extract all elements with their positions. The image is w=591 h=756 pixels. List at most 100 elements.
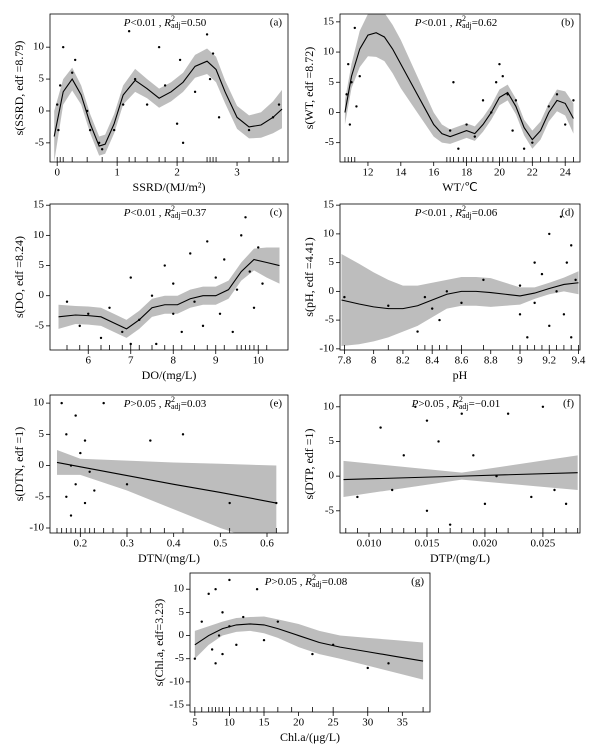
r-symbol: R	[163, 398, 171, 410]
y-axis-label: s(DTP, edf =1)	[302, 428, 316, 499]
data-point	[481, 99, 485, 102]
r-sup: 2	[171, 204, 175, 213]
data-point	[548, 232, 551, 236]
data-point	[133, 77, 137, 81]
data-point	[214, 662, 217, 665]
confidence-band	[57, 449, 277, 533]
x-axis-label: DO/(mg/L)	[142, 368, 197, 382]
data-point	[457, 147, 460, 150]
y-axis-label: s(Chl.a, edf=3.23)	[152, 599, 166, 686]
data-point	[87, 312, 90, 316]
confidence-band	[344, 14, 574, 149]
y-tick-label: 10	[323, 46, 335, 58]
y-tick-label: 10	[33, 41, 45, 53]
x-tick-label: 2	[174, 167, 180, 179]
data-point	[175, 122, 179, 125]
y-tick-label: 10	[33, 229, 45, 241]
data-point	[83, 439, 87, 442]
data-point	[157, 45, 161, 49]
y-tick-label: 0	[39, 104, 45, 116]
r-text: =0.06	[472, 207, 498, 219]
data-point	[402, 454, 405, 457]
data-point	[74, 414, 77, 417]
x-tick-label: 9.2	[542, 355, 556, 367]
plot-area	[56, 401, 278, 533]
data-point	[217, 634, 221, 637]
data-point	[547, 105, 550, 108]
stat-annotation: P<0.01 , R2 adj=0.06	[414, 204, 498, 220]
stat-annotation: P>0.05 , R2 adj=0.08	[264, 573, 348, 589]
x-tick-label: 0.025	[531, 538, 556, 550]
data-point	[438, 318, 441, 322]
p-symbol: P	[123, 398, 131, 410]
x-tick-label: 15	[259, 717, 271, 729]
data-point	[125, 483, 129, 486]
x-tick-label: 8.2	[396, 355, 410, 367]
p-text: >0.05 ,	[418, 398, 452, 410]
data-point	[255, 588, 259, 591]
x-tick-label: 8	[171, 355, 177, 367]
panel: 0.010 0.015 0.020 0.025 -5 0 5 10 DTP/(mg/L) s(DT…	[302, 394, 581, 565]
data-point	[70, 71, 74, 74]
y-tick-label: -5	[175, 652, 185, 664]
data-point	[358, 75, 361, 78]
p-text: <0.01 ,	[422, 207, 456, 219]
y-tick-label: -10	[29, 522, 44, 534]
plot-frame	[339, 203, 581, 351]
x-tick-label: 16	[428, 167, 440, 179]
r-symbol: R	[454, 207, 462, 219]
panel-label: (f)	[563, 398, 574, 410]
data-point	[483, 502, 487, 506]
y-tick-label: 15	[323, 199, 335, 211]
panel-label: (d)	[561, 207, 574, 219]
y-tick-label: -5	[325, 504, 335, 516]
data-point	[208, 77, 212, 81]
data-point	[200, 620, 203, 623]
y-tick-label: -5	[35, 490, 45, 502]
data-point	[437, 440, 440, 443]
confidence-band	[58, 247, 280, 338]
data-point	[210, 648, 214, 651]
data-point	[533, 261, 536, 264]
p-symbol: P	[411, 398, 419, 410]
x-tick-label: 8.4	[425, 355, 439, 367]
data-point	[214, 588, 217, 591]
panel: 12 14 16 18 20 22 24 -5 0 5 10 15 WT/℃ s(WT, edf =8.7…	[302, 13, 581, 194]
plot-area	[193, 578, 424, 680]
data-point	[211, 52, 215, 55]
p-symbol: P	[414, 207, 422, 219]
x-tick-label: 9	[517, 355, 523, 367]
confidence-band	[54, 48, 283, 162]
data-point	[180, 330, 183, 334]
plot-area	[344, 14, 575, 150]
y-tick-label: 5	[39, 428, 45, 440]
panel-label: (c)	[270, 207, 283, 219]
data-point	[150, 294, 154, 297]
data-point	[121, 330, 124, 334]
x-tick-label: 7	[128, 355, 134, 367]
data-point	[231, 330, 234, 334]
data-point	[565, 261, 569, 264]
x-tick-label: 20	[494, 167, 506, 179]
y-tick-label: -10	[319, 342, 334, 354]
data-point	[501, 75, 504, 78]
data-point	[58, 84, 62, 87]
r-symbol: R	[451, 398, 459, 410]
plot-frame	[189, 572, 431, 713]
data-point	[473, 135, 476, 138]
r-symbol: R	[163, 207, 171, 219]
data-point	[244, 216, 247, 219]
y-tick-label: 0	[179, 629, 185, 641]
r-sub: adj	[171, 21, 181, 30]
data-point	[448, 129, 452, 132]
y-tick-label: 10	[323, 227, 335, 239]
data-point	[498, 62, 501, 66]
data-point	[482, 278, 485, 282]
y-tick-label: 5	[329, 76, 335, 88]
data-point	[88, 470, 91, 474]
y-tick-label: 5	[329, 435, 335, 447]
data-point	[79, 451, 82, 455]
data-point	[248, 270, 251, 273]
r-symbol: R	[304, 576, 312, 588]
data-point	[526, 336, 529, 339]
